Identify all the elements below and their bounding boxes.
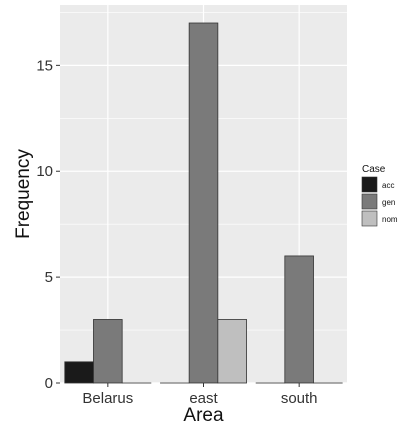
legend-items: acc gen nom <box>362 177 398 226</box>
bar-Belarus-acc <box>65 362 94 383</box>
legend-label-gen: gen <box>382 198 395 207</box>
y-tick-label: 5 <box>45 269 53 286</box>
legend-swatch-acc <box>362 177 377 192</box>
y-tick-label: 10 <box>36 163 53 180</box>
legend-swatch-nom <box>362 211 377 226</box>
y-tick-label: 0 <box>45 375 53 392</box>
x-tick-label: south <box>281 390 318 407</box>
y-tick-label: 15 <box>36 57 53 74</box>
y-axis-ticks: 0 5 10 15 <box>36 57 60 392</box>
bar-east-nom <box>218 319 247 383</box>
legend: Case acc gen nom <box>362 164 398 226</box>
bar-east-gen <box>189 23 218 383</box>
bar-south-gen <box>285 256 314 383</box>
x-axis-label: Area <box>183 405 224 426</box>
legend-label-acc: acc <box>382 181 394 190</box>
legend-swatch-gen <box>362 194 377 209</box>
legend-title: Case <box>362 164 386 175</box>
bar-Belarus-gen <box>93 319 122 383</box>
x-tick-label: Belarus <box>82 390 133 407</box>
legend-label-nom: nom <box>382 215 398 224</box>
y-axis-label: Frequency <box>13 149 34 239</box>
